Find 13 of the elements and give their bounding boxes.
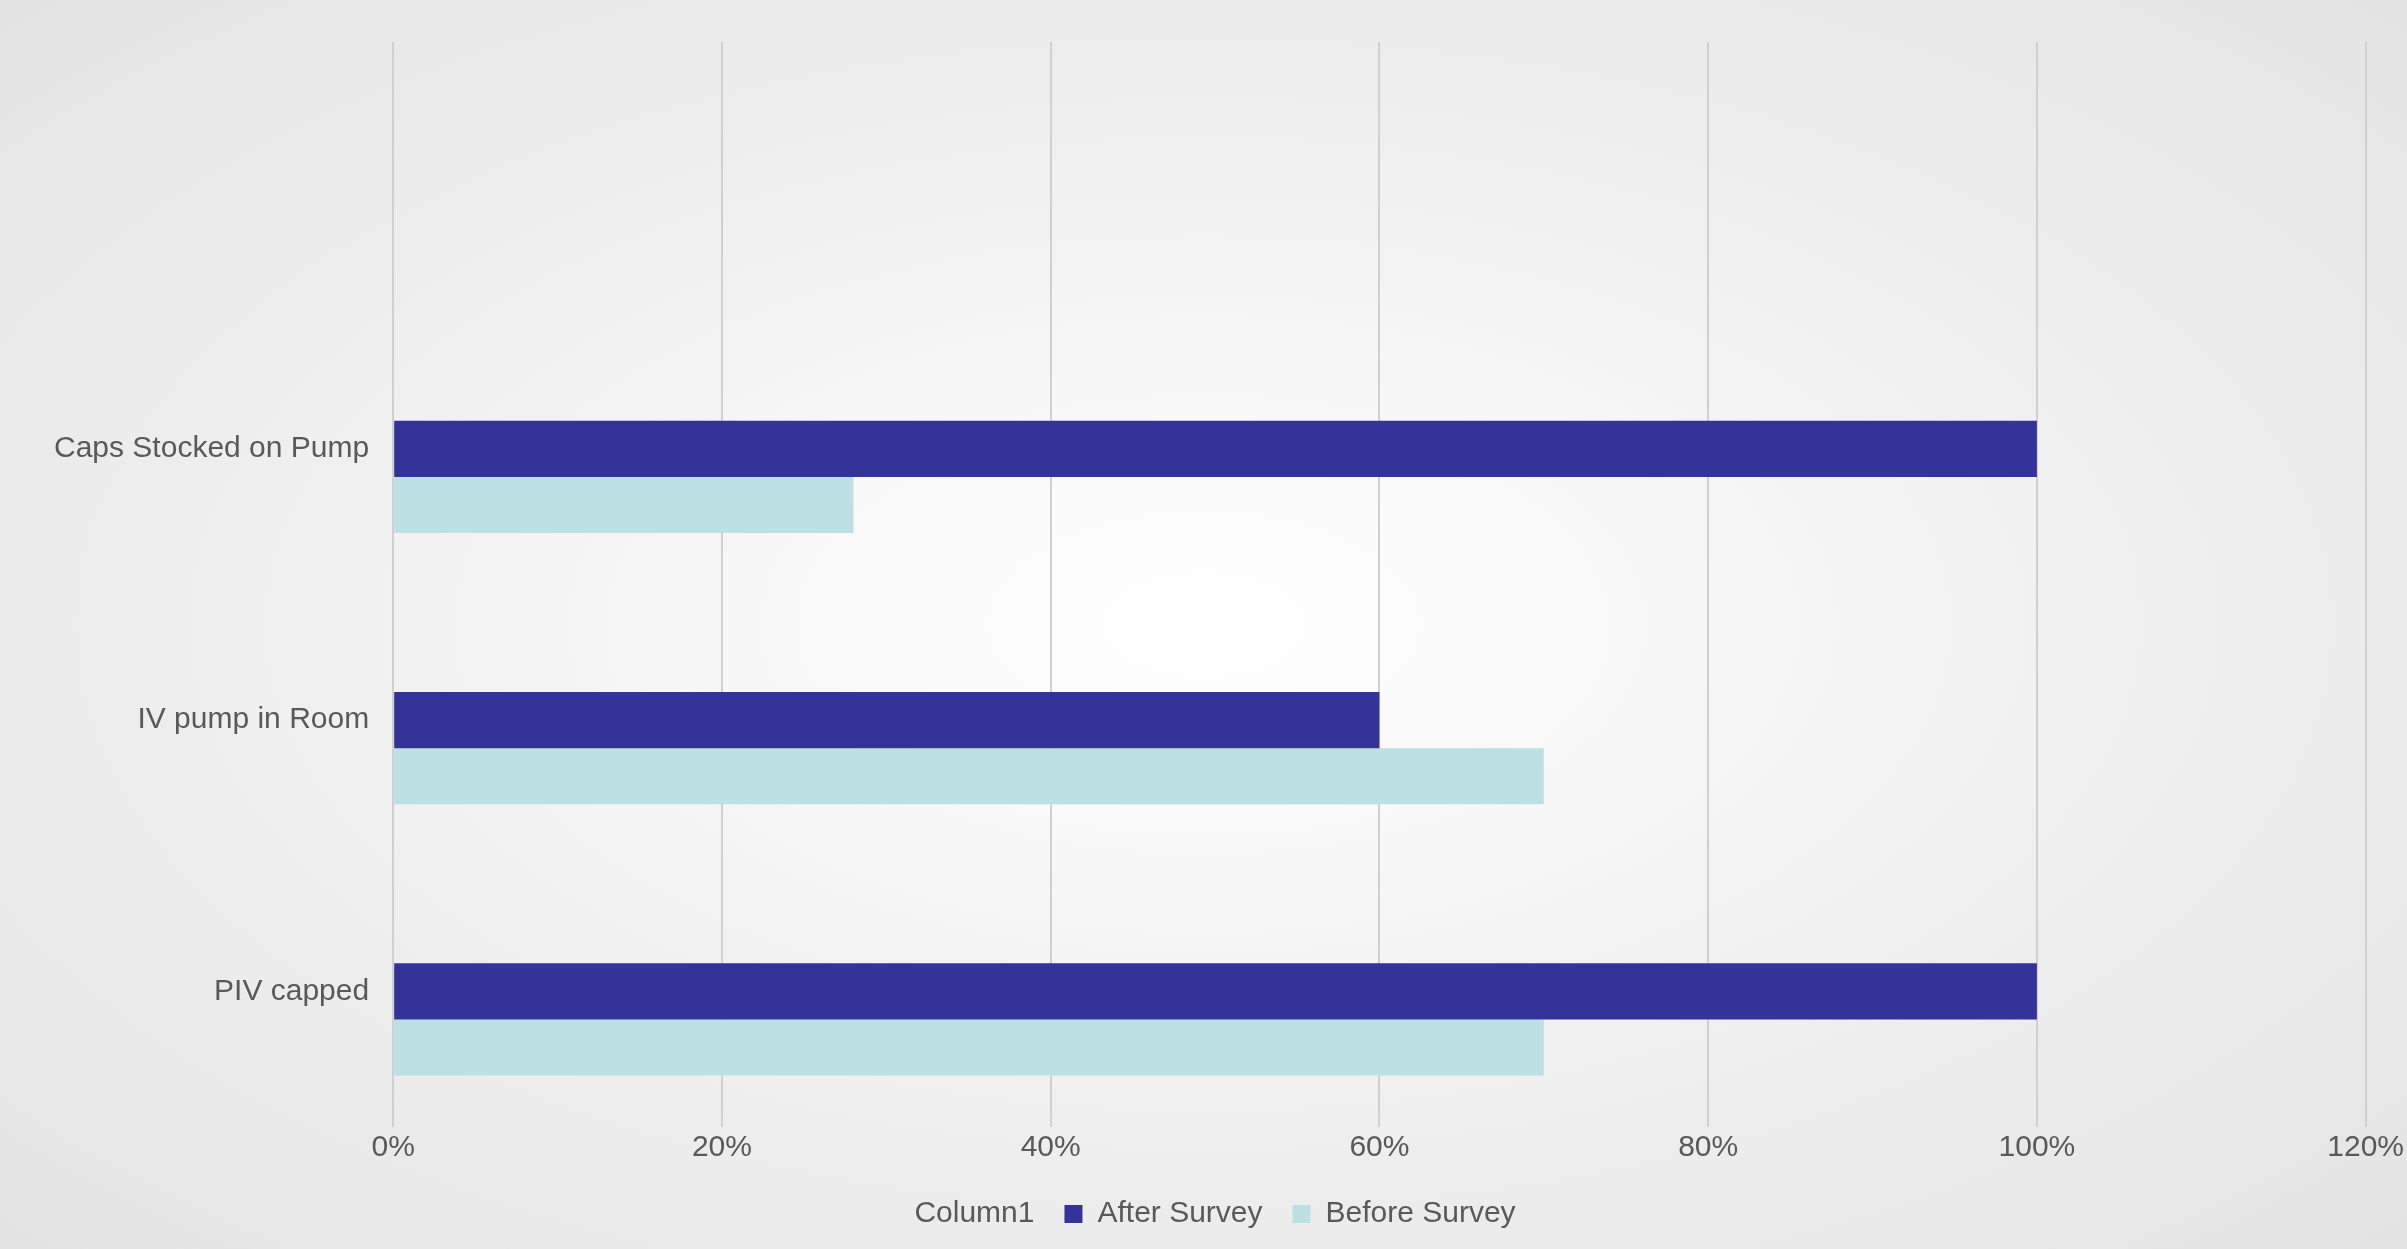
y-tick-label: Caps Stocked on Pump bbox=[53, 430, 370, 464]
x-tick-label: 80% bbox=[1678, 1129, 1739, 1163]
y-tick-label: PIV capped bbox=[214, 972, 370, 1006]
x-tick-label: 100% bbox=[1998, 1129, 2076, 1163]
x-tick-label: 0% bbox=[371, 1129, 415, 1163]
legend-label: Before Survey bbox=[1325, 1195, 1516, 1229]
x-tick-label: 20% bbox=[691, 1129, 752, 1163]
y-tick-label: IV pump in Room bbox=[137, 701, 370, 735]
legend-label: After Survey bbox=[1097, 1195, 1263, 1229]
x-tick-label: 120% bbox=[2327, 1129, 2404, 1163]
x-tick-label: 60% bbox=[1349, 1129, 1410, 1163]
text: Column1 bbox=[914, 1195, 1035, 1229]
x-tick-label: 40% bbox=[1020, 1129, 1081, 1163]
